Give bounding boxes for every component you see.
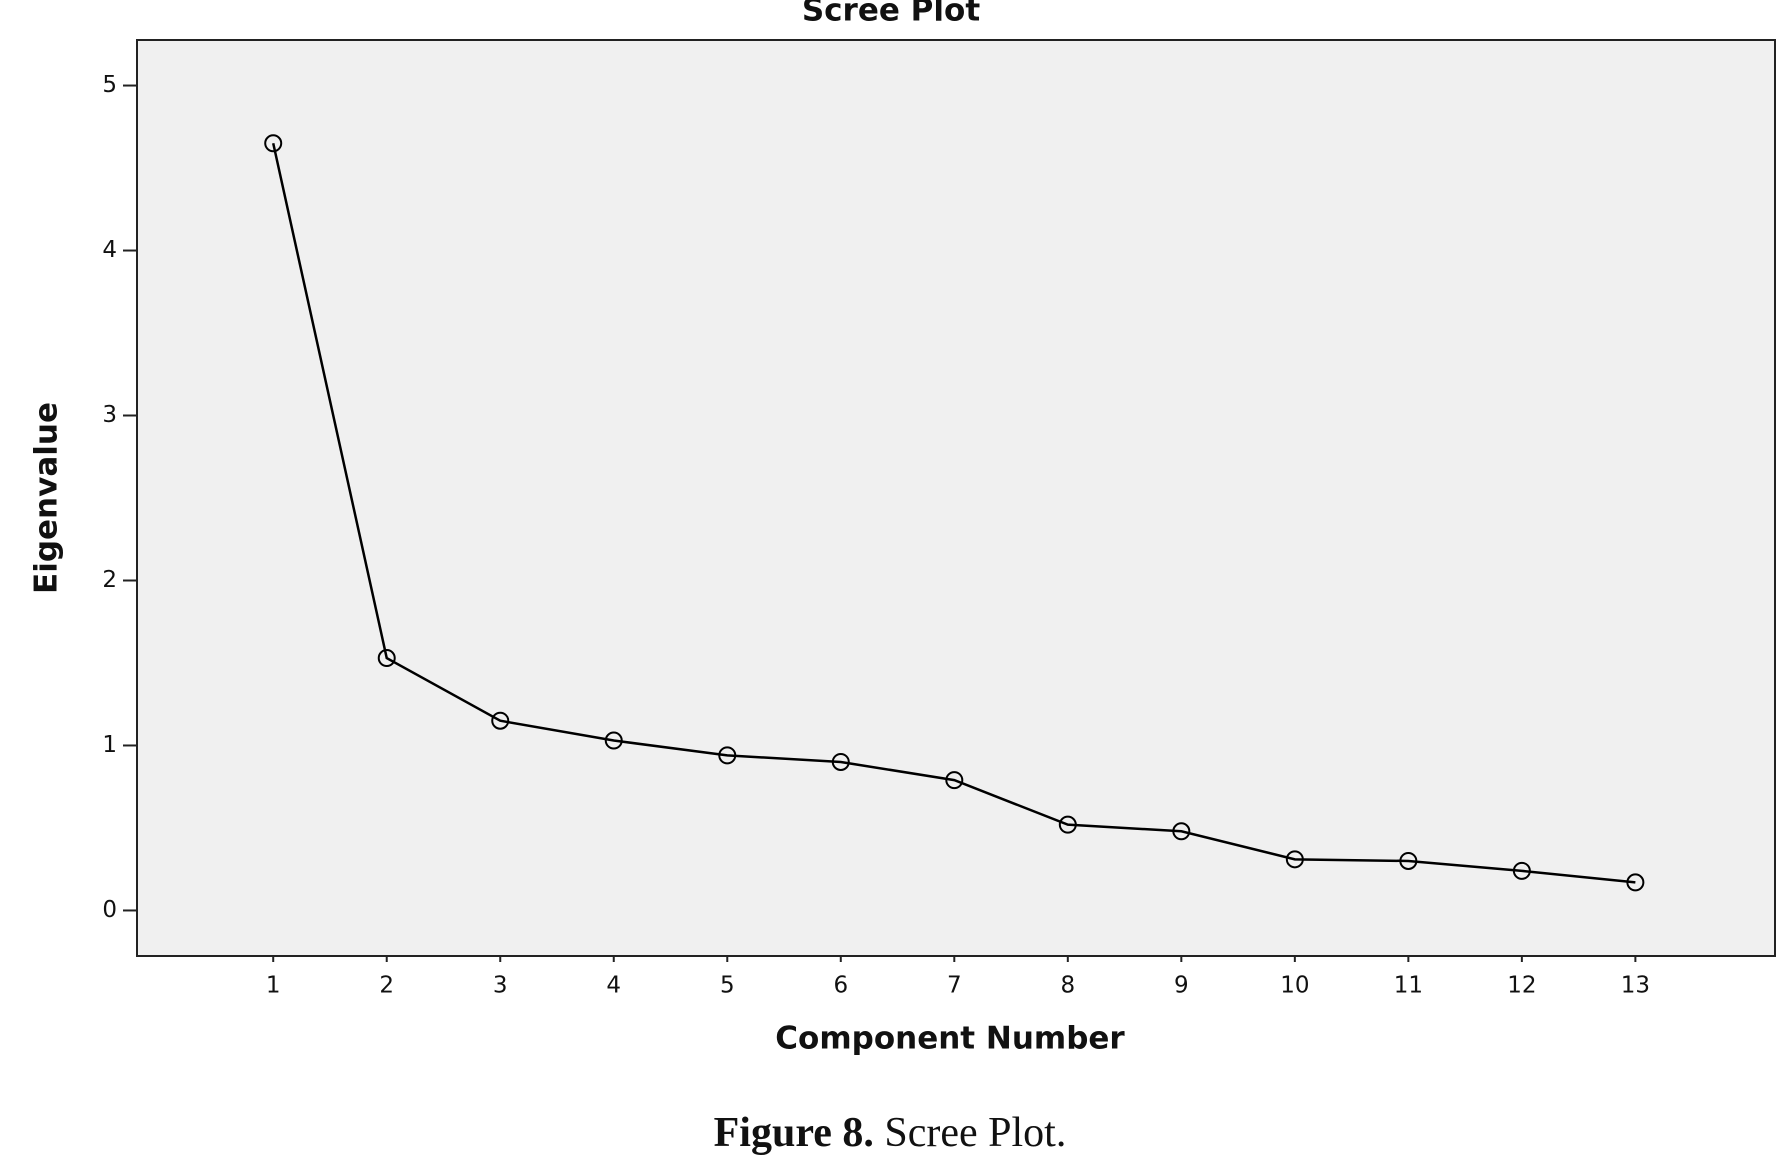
x-tick-label: 4 [606, 973, 621, 999]
x-tick-label: 11 [1394, 973, 1423, 999]
data-point [945, 771, 964, 790]
data-point [1626, 873, 1645, 892]
figure-caption: Figure 8. Scree Plot. [714, 1110, 1067, 1155]
data-point [377, 649, 396, 668]
chart-title: Scree Plot [802, 0, 980, 29]
data-point [718, 746, 737, 765]
data-point [1058, 815, 1077, 834]
x-tick-label: 8 [1060, 973, 1075, 999]
x-tick-label: 3 [493, 973, 508, 999]
y-axis-label: Eigenvalue [29, 402, 65, 594]
x-tick-label: 5 [720, 973, 735, 999]
y-tick-label: 3 [102, 402, 117, 428]
y-tick-label: 5 [102, 72, 117, 98]
caption-text: Scree Plot. [884, 1110, 1066, 1155]
x-tick-label: 10 [1280, 973, 1309, 999]
x-tick-label: 1 [266, 973, 281, 999]
data-point [604, 731, 623, 750]
y-tick-label: 2 [102, 567, 117, 593]
x-tick-label: 9 [1174, 973, 1189, 999]
x-tick-label: 7 [947, 973, 962, 999]
caption-label: Figure 8. [714, 1110, 874, 1155]
x-tick-label: 6 [833, 973, 848, 999]
plot-area [136, 39, 1776, 957]
data-point [831, 752, 850, 771]
data-point [1172, 822, 1191, 841]
data-point [1399, 851, 1418, 870]
data-line [271, 143, 1636, 884]
x-tick-label: 13 [1621, 973, 1650, 999]
x-tick-label: 12 [1507, 973, 1536, 999]
y-tick-label: 0 [102, 897, 117, 923]
y-tick-label: 4 [102, 237, 117, 263]
x-tick-label: 2 [379, 973, 394, 999]
x-axis-label: Component Number [775, 1021, 1125, 1057]
data-point [264, 134, 283, 153]
y-tick-label: 1 [102, 732, 117, 758]
data-point [1285, 850, 1304, 869]
data-point [1512, 861, 1531, 880]
data-point [491, 711, 510, 730]
